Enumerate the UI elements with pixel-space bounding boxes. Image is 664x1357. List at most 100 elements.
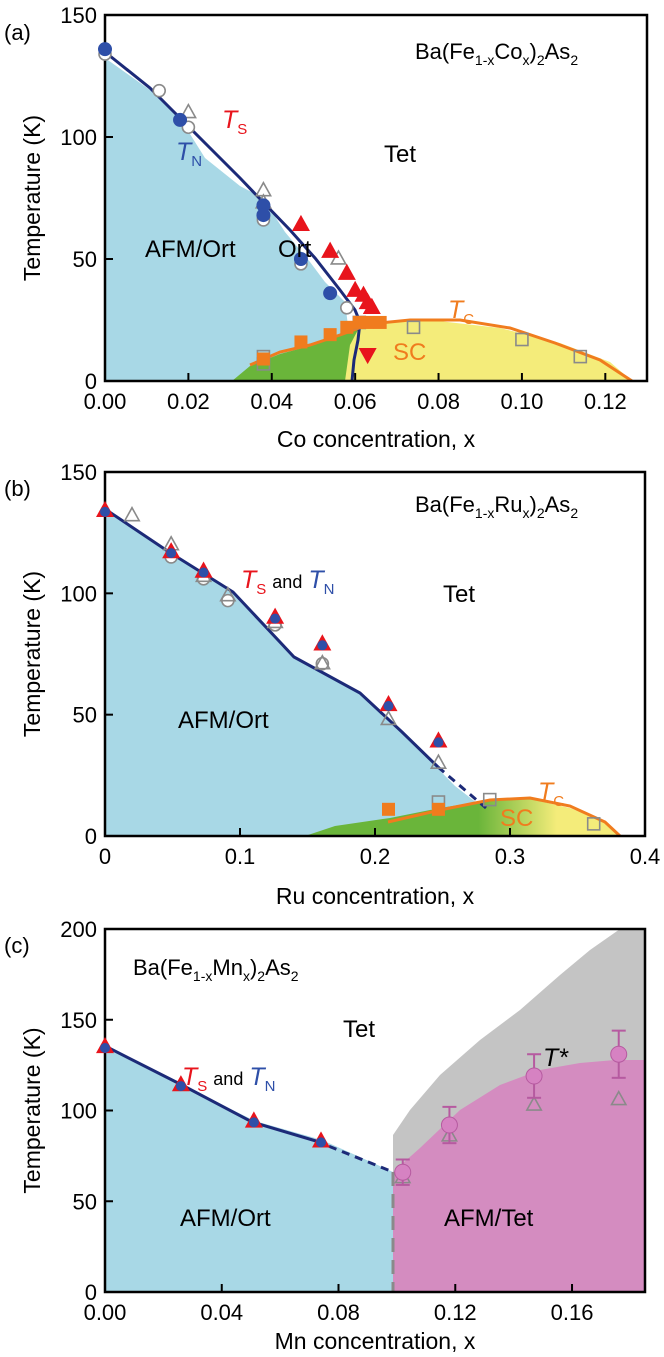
y-tick-label: 0	[85, 824, 97, 849]
panel-a-markers	[98, 42, 588, 371]
point-open-triangles	[429, 753, 448, 769]
x-axis-label: Mn concentration, x	[275, 1328, 476, 1354]
panel-c-axes: 0.00 0.04 0.08 0.12 0.16 0 50 100 150 200 Mn conce…	[19, 917, 593, 1354]
y-axis-label: Temperature (K)	[19, 1027, 45, 1193]
point-open-triangles	[219, 586, 237, 602]
x-tick-label: 0.00	[84, 389, 127, 414]
ts-tn-label-c: TS and TN	[182, 1063, 275, 1095]
region-afm-ort-a: AFM/Ort	[145, 236, 236, 263]
sc-region-b	[305, 799, 620, 836]
region-tet-a: Tet	[384, 141, 416, 168]
panel-c-markers	[96, 1029, 628, 1186]
panel-a-frame	[103, 13, 649, 383]
sc-green-region	[232, 326, 360, 381]
ts-label-a: TS	[222, 106, 247, 138]
panel-c: 0.00 0.04 0.08 0.12 0.16 0 50 100 150 200 Mn conce…	[4, 917, 647, 1354]
y-tick-label: 50	[73, 247, 97, 272]
point-open-triangles	[179, 102, 197, 119]
region-sc-b: SC	[500, 805, 533, 832]
point-open-squares	[586, 817, 601, 831]
point-ts-and-tn-inner	[433, 737, 444, 748]
x-tick-label: 0.04	[200, 1300, 243, 1325]
compound-label-b: Ba(Fe1-xRux)2As2	[415, 492, 578, 521]
point-open-squares	[482, 792, 497, 807]
y-tick-label: 150	[60, 3, 97, 28]
y-axis-label: Temperature (K)	[19, 115, 45, 281]
point-open-squares	[573, 349, 588, 364]
x-tick-label: 0.00	[84, 1300, 127, 1325]
x-tick-label: 0.08	[417, 389, 460, 414]
point-ts-and-tn-inner	[175, 1081, 186, 1092]
point-t-	[610, 1045, 628, 1063]
point-tn	[256, 208, 271, 223]
panel-a-regions	[105, 50, 633, 381]
point-open-triangles	[379, 709, 398, 726]
point-tc	[431, 802, 445, 816]
x-tick-label: 0.02	[167, 389, 210, 414]
y-tick-label: 50	[73, 1189, 97, 1214]
point-tn	[293, 252, 308, 266]
point-ts	[321, 241, 340, 258]
point-tc	[294, 335, 308, 349]
panel-label-b: (b)	[4, 476, 31, 501]
region-tet-c: Tet	[343, 1016, 375, 1043]
point-ts-reentrant-	[358, 347, 377, 365]
x-tick-label: 0.10	[501, 389, 544, 414]
y-tick-label: 150	[60, 460, 97, 485]
panel-label-c: (c)	[4, 933, 30, 958]
point-ts	[337, 263, 356, 280]
compound-label-c: Ba(Fe1-xMnx)2As2	[133, 955, 299, 984]
point-open-triangles	[313, 654, 331, 670]
x-tick-label: 0.08	[317, 1300, 360, 1325]
x-tick-label: 0.04	[250, 389, 293, 414]
region-sc-a: SC	[393, 339, 426, 366]
tc-label-a: TC	[448, 296, 474, 328]
ts-tn-line-c	[105, 1044, 317, 1143]
panel-c-regions	[105, 929, 645, 1292]
ts-tn-dashed-b	[437, 765, 487, 810]
point-tc	[373, 315, 387, 329]
region-ort-a: Ort	[278, 236, 312, 263]
compound-label-a: Ba(Fe1-xCox)2As2	[415, 39, 578, 68]
ts-tn-label-b: TS and TN	[241, 566, 334, 598]
point-tn	[323, 286, 338, 301]
point-open-triangles	[123, 506, 141, 522]
region-tet-b: Tet	[443, 581, 475, 608]
panel-b-axes: 0 0.1 0.2 0.3 0.4 0 50 100 150 Ru concentration, …	[19, 460, 660, 909]
x-tick-label: 0.12	[584, 389, 627, 414]
point-open-circles	[152, 83, 166, 98]
x-tick-label: 0.16	[551, 1300, 594, 1325]
point-open-triangles	[610, 1089, 628, 1106]
x-tick-label: 0.3	[495, 844, 526, 869]
point-ts-and-tn-inner	[317, 640, 328, 651]
y-tick-label: 0	[85, 1280, 97, 1305]
point-t-	[525, 1067, 543, 1085]
y-tick-label: 100	[60, 581, 97, 606]
point-tn	[173, 112, 188, 127]
panel-b: 0 0.1 0.2 0.3 0.4 0 50 100 150 Ru concentration, …	[4, 460, 660, 909]
point-ts-and-tn-inner	[270, 613, 281, 624]
panel-a: 0.00 0.02 0.04 0.06 0.08 0.10 0.12 0 50 100 150 Co …	[4, 3, 649, 452]
sc-yellow-region	[340, 320, 632, 381]
x-tick-label: 0.12	[434, 1300, 477, 1325]
x-tick-label: 0	[99, 844, 111, 869]
y-tick-label: 0	[85, 369, 97, 394]
point-tc	[256, 352, 270, 366]
x-tick-label: 0.4	[630, 844, 661, 869]
point-ts-and-tn-inner	[100, 1042, 110, 1053]
y-tick-label: 50	[73, 703, 97, 728]
point-ts-and-tn-inner	[248, 1117, 259, 1128]
point-ts-and-tn-inner	[100, 506, 110, 517]
region-afm-ort-b: AFM/Ort	[178, 707, 269, 734]
panel-b-markers	[96, 500, 601, 831]
panel-a-axes: 0.00 0.02 0.04 0.06 0.08 0.10 0.12 0 50 100 150 Co …	[19, 3, 627, 452]
point-open-squares	[406, 320, 421, 335]
tstar-label-c: T*	[543, 1044, 569, 1072]
afm-ort-region-a	[105, 58, 355, 381]
point-tc	[323, 328, 337, 342]
tn-label-a: TN	[176, 138, 202, 170]
point-ts-and-tn-inner	[166, 548, 177, 559]
point-t-	[394, 1163, 412, 1181]
x-axis-label: Ru concentration, x	[276, 883, 475, 909]
x-tick-label: 0.2	[360, 844, 391, 869]
